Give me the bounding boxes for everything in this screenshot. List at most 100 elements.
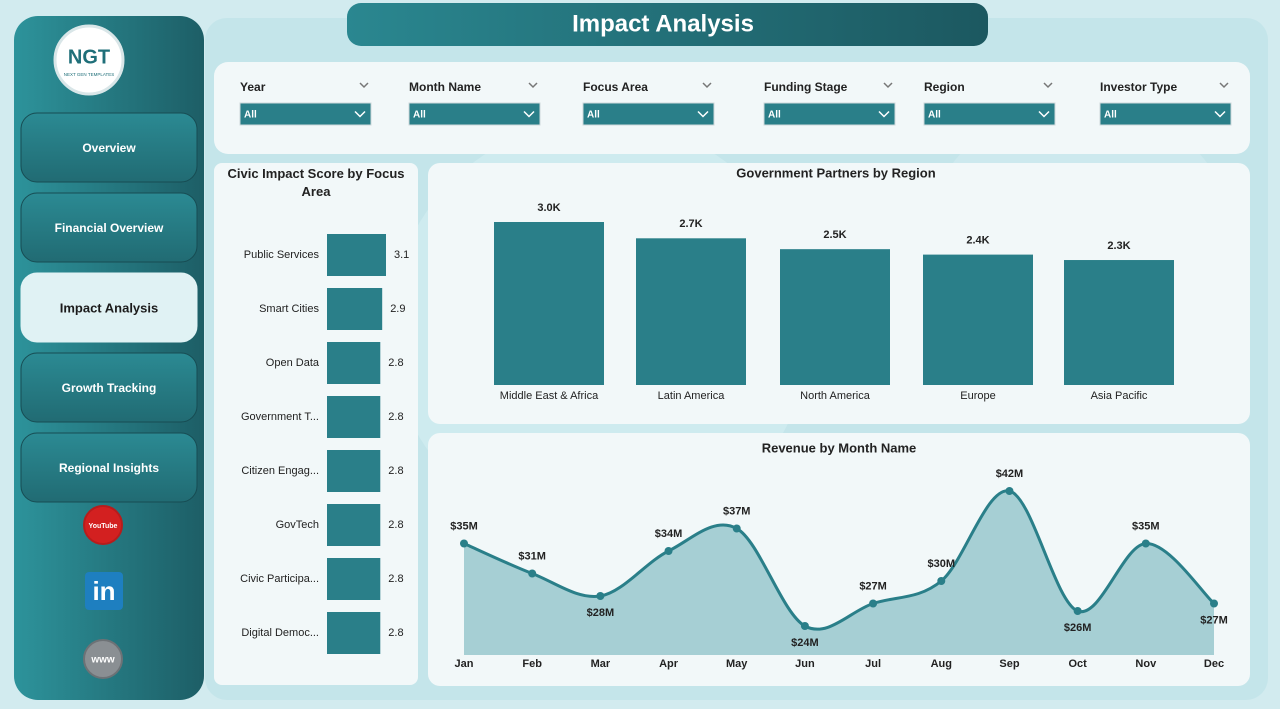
bar — [780, 249, 890, 385]
nav-button[interactable] — [20, 192, 198, 263]
bar — [636, 238, 746, 385]
point — [460, 539, 468, 548]
value-label: 2.8 — [388, 465, 403, 477]
icon-label: www — [90, 655, 115, 666]
logo-subtext: NEXT GEN TEMPLATES — [64, 72, 115, 77]
value-label: 3.0K — [537, 202, 560, 214]
filter-label: Year — [240, 80, 266, 94]
value-label: 2.3K — [1107, 240, 1130, 252]
chevron — [1038, 110, 1050, 118]
category-label: Middle East & Africa — [500, 390, 599, 402]
value-label: 2.8 — [388, 357, 403, 369]
point — [1005, 487, 1014, 495]
nav-label: Impact Analysis — [60, 300, 159, 315]
value-label: $28M — [587, 607, 615, 619]
chevron — [878, 110, 890, 118]
bar — [327, 396, 381, 438]
point — [937, 577, 946, 585]
category-label: GovTech — [276, 519, 319, 531]
chart-panel — [214, 163, 418, 685]
dropdown[interactable] — [923, 102, 1056, 126]
bar — [327, 234, 386, 276]
bar — [327, 450, 381, 492]
point — [800, 622, 809, 630]
linkedin-icon[interactable] — [85, 572, 123, 610]
point — [869, 599, 878, 608]
x-tick-label: Feb — [522, 658, 542, 670]
youtube-icon[interactable] — [83, 505, 123, 545]
dropdown-value: All — [244, 110, 257, 121]
value-label: 2.8 — [388, 411, 403, 423]
value-label: 2.4K — [966, 235, 989, 247]
x-tick-label: Aug — [931, 658, 952, 670]
value-label: $31M — [518, 550, 546, 562]
logo-text: NGT — [68, 46, 110, 68]
dropdown[interactable] — [408, 102, 541, 126]
dropdown[interactable] — [763, 102, 896, 126]
value-label: 2.8 — [388, 627, 403, 639]
chevron — [1219, 82, 1229, 89]
value-label: $27M — [859, 580, 887, 592]
point — [1073, 607, 1082, 615]
chevron — [702, 82, 712, 89]
nav-label: Overview — [82, 141, 136, 155]
value-label: $27M — [1200, 614, 1228, 626]
chevron — [1214, 110, 1226, 118]
web-icon[interactable] — [83, 639, 123, 679]
x-tick-label: Jan — [455, 658, 474, 670]
dropdown[interactable] — [582, 102, 715, 126]
dropdown-value: All — [413, 110, 426, 121]
nav-label: Financial Overview — [55, 221, 164, 235]
value-label: 2.5K — [823, 229, 846, 241]
filter-panel — [214, 62, 1250, 154]
nav-button[interactable] — [20, 432, 198, 503]
point — [1210, 599, 1218, 608]
category-label: Digital Democ... — [241, 627, 319, 639]
dropdown-value: All — [928, 110, 941, 121]
category-label: North America — [800, 390, 871, 402]
bar — [1064, 260, 1174, 385]
category-label: Public Services — [244, 249, 320, 261]
category-label: Open Data — [266, 357, 320, 369]
category-label: Latin America — [658, 390, 726, 402]
value-label: 2.9 — [390, 303, 405, 315]
value-label: $30M — [928, 558, 956, 570]
value-label: $35M — [1132, 520, 1160, 532]
value-label: 3.1 — [394, 249, 409, 261]
nav-label: Growth Tracking — [62, 381, 157, 395]
x-tick-label: Jul — [865, 658, 881, 670]
point — [732, 524, 741, 533]
chevron — [523, 110, 535, 118]
filter-label: Funding Stage — [764, 80, 848, 94]
filter-label: Region — [924, 80, 965, 94]
dropdown[interactable] — [1099, 102, 1232, 126]
x-tick-label: May — [726, 658, 748, 670]
bar — [327, 288, 383, 330]
nav-button[interactable] — [20, 112, 198, 183]
bar — [327, 558, 381, 600]
category-label: Citizen Engag... — [241, 465, 319, 477]
category-label: Civic Participa... — [240, 573, 319, 585]
value-label: 2.8 — [388, 519, 403, 531]
value-label: $42M — [996, 468, 1024, 480]
dropdown[interactable] — [239, 102, 372, 126]
nav-button[interactable] — [20, 272, 198, 343]
filter-label: Investor Type — [1100, 80, 1177, 94]
bar — [923, 254, 1033, 385]
chevron — [359, 82, 369, 89]
value-label: $37M — [723, 505, 751, 517]
x-tick-label: Mar — [591, 658, 611, 670]
x-tick-label: Dec — [1204, 658, 1224, 670]
nav-button[interactable] — [20, 352, 198, 423]
category-label: Smart Cities — [259, 303, 319, 315]
page-title: Impact Analysis — [572, 10, 754, 37]
value-label: 2.8 — [388, 573, 403, 585]
x-tick-label: Apr — [659, 658, 679, 670]
chevron — [528, 82, 538, 89]
bar — [327, 342, 381, 384]
dropdown-value: All — [1104, 110, 1117, 121]
chart-title: Civic Impact Score by Focus Area — [227, 166, 405, 199]
bar — [494, 222, 604, 385]
chevron — [1043, 82, 1053, 89]
